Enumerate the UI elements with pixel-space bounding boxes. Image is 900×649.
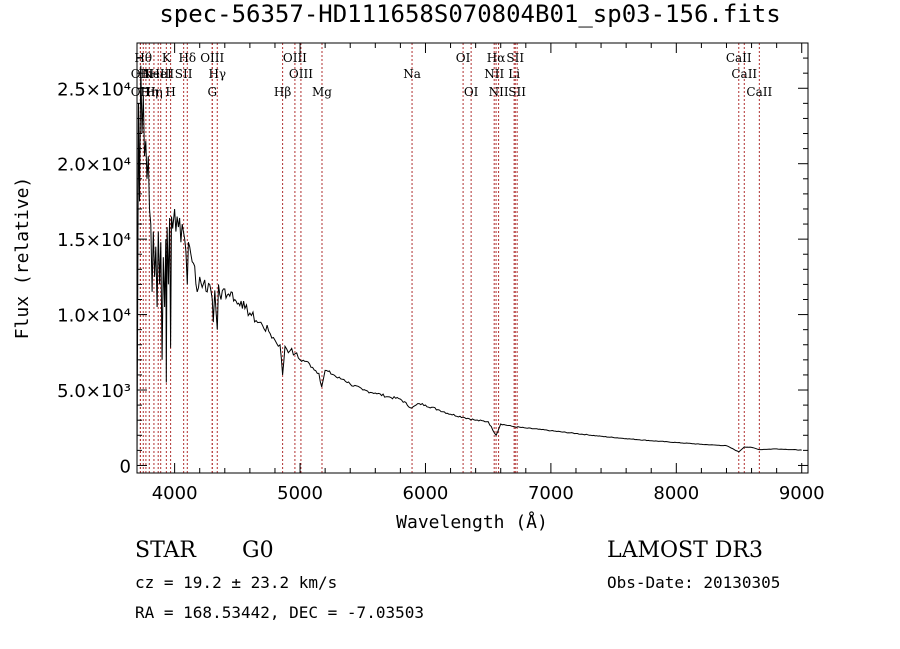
object-class: STAR [135, 538, 196, 563]
y-tick-label-0: 0 [120, 456, 131, 477]
y-tick-label-1: 5.0×10³ [57, 381, 131, 402]
y-tick-label-2: 1.0×10⁴ [57, 306, 131, 327]
chart-title: spec-56357-HD111658S070804B01_sp03-156.f… [159, 0, 781, 28]
x-tick-label-5: 9000 [779, 483, 825, 504]
line-label-20: OI [456, 51, 471, 65]
line-label-22: NII [484, 67, 504, 81]
plot-frame [136, 42, 809, 474]
x-tick-label-2: 6000 [403, 483, 449, 504]
y-tick-label-5: 2.5×10⁴ [57, 79, 131, 100]
line-label-12: OIII [200, 51, 224, 65]
line-label-26: SII [506, 51, 524, 65]
line-label-19: Na [403, 67, 421, 81]
line-label-29: CaII [731, 67, 757, 81]
line-label-25: Li [508, 67, 520, 81]
x-tick-label-1: 5000 [277, 483, 323, 504]
line-label-18: Mg [312, 85, 332, 99]
line-label-30: CaII [746, 85, 772, 99]
line-label-8: K [162, 51, 172, 65]
ra-dec-coordinates: RA = 168.53442, DEC = -7.03503 [135, 603, 424, 622]
line-label-15: Hβ [274, 85, 291, 99]
line-label-5: Hη [145, 85, 163, 99]
observation-date: Obs-Date: 20130305 [607, 573, 781, 592]
spectrum-series-line [136, 65, 802, 466]
line-label-3: Hι [138, 67, 153, 81]
x-tick-label-0: 4000 [152, 483, 198, 504]
line-label-10: SII [175, 67, 193, 81]
x-axis-label: Wavelength (Å) [396, 511, 548, 533]
line-label-28: CaII [726, 51, 752, 65]
line-label-21: OI [464, 85, 479, 99]
line-label-27: SII [508, 85, 526, 99]
line-label-24: NII [489, 85, 509, 99]
y-axis-label: Flux (relative) [12, 177, 33, 340]
line-label-11: Hδ [178, 51, 196, 65]
line-label-6: NeIII [142, 67, 174, 81]
line-label-9: H [165, 85, 175, 99]
redshift-velocity: cz = 19.2 ± 23.2 km/s [135, 573, 338, 592]
x-axis-ticks: 4000 5000 6000 7000 8000 9000 [152, 43, 825, 504]
line-label-13: Hγ [208, 67, 226, 81]
line-label-16: OIII [283, 51, 307, 65]
line-label-23: Hα [487, 51, 506, 65]
x-tick-label-4: 8000 [653, 483, 699, 504]
line-label-14: G [207, 85, 217, 99]
x-tick-label-3: 7000 [528, 483, 574, 504]
line-label-17: OIII [289, 67, 313, 81]
emission-line-markers [139, 43, 760, 473]
object-subclass: G0 [242, 538, 274, 563]
line-label-2: Hθ [134, 51, 152, 65]
survey-name: LAMOST DR3 [607, 538, 763, 563]
y-tick-label-3: 1.5×10⁴ [57, 230, 131, 251]
y-axis-ticks: 0 5.0×10³ 1.0×10⁴ 1.5×10⁴ 2.0×10⁴ 2.5×10⁴ [57, 57, 808, 477]
line-label-7: HeI [150, 67, 173, 81]
y-tick-label-4: 2.0×10⁴ [57, 155, 131, 176]
